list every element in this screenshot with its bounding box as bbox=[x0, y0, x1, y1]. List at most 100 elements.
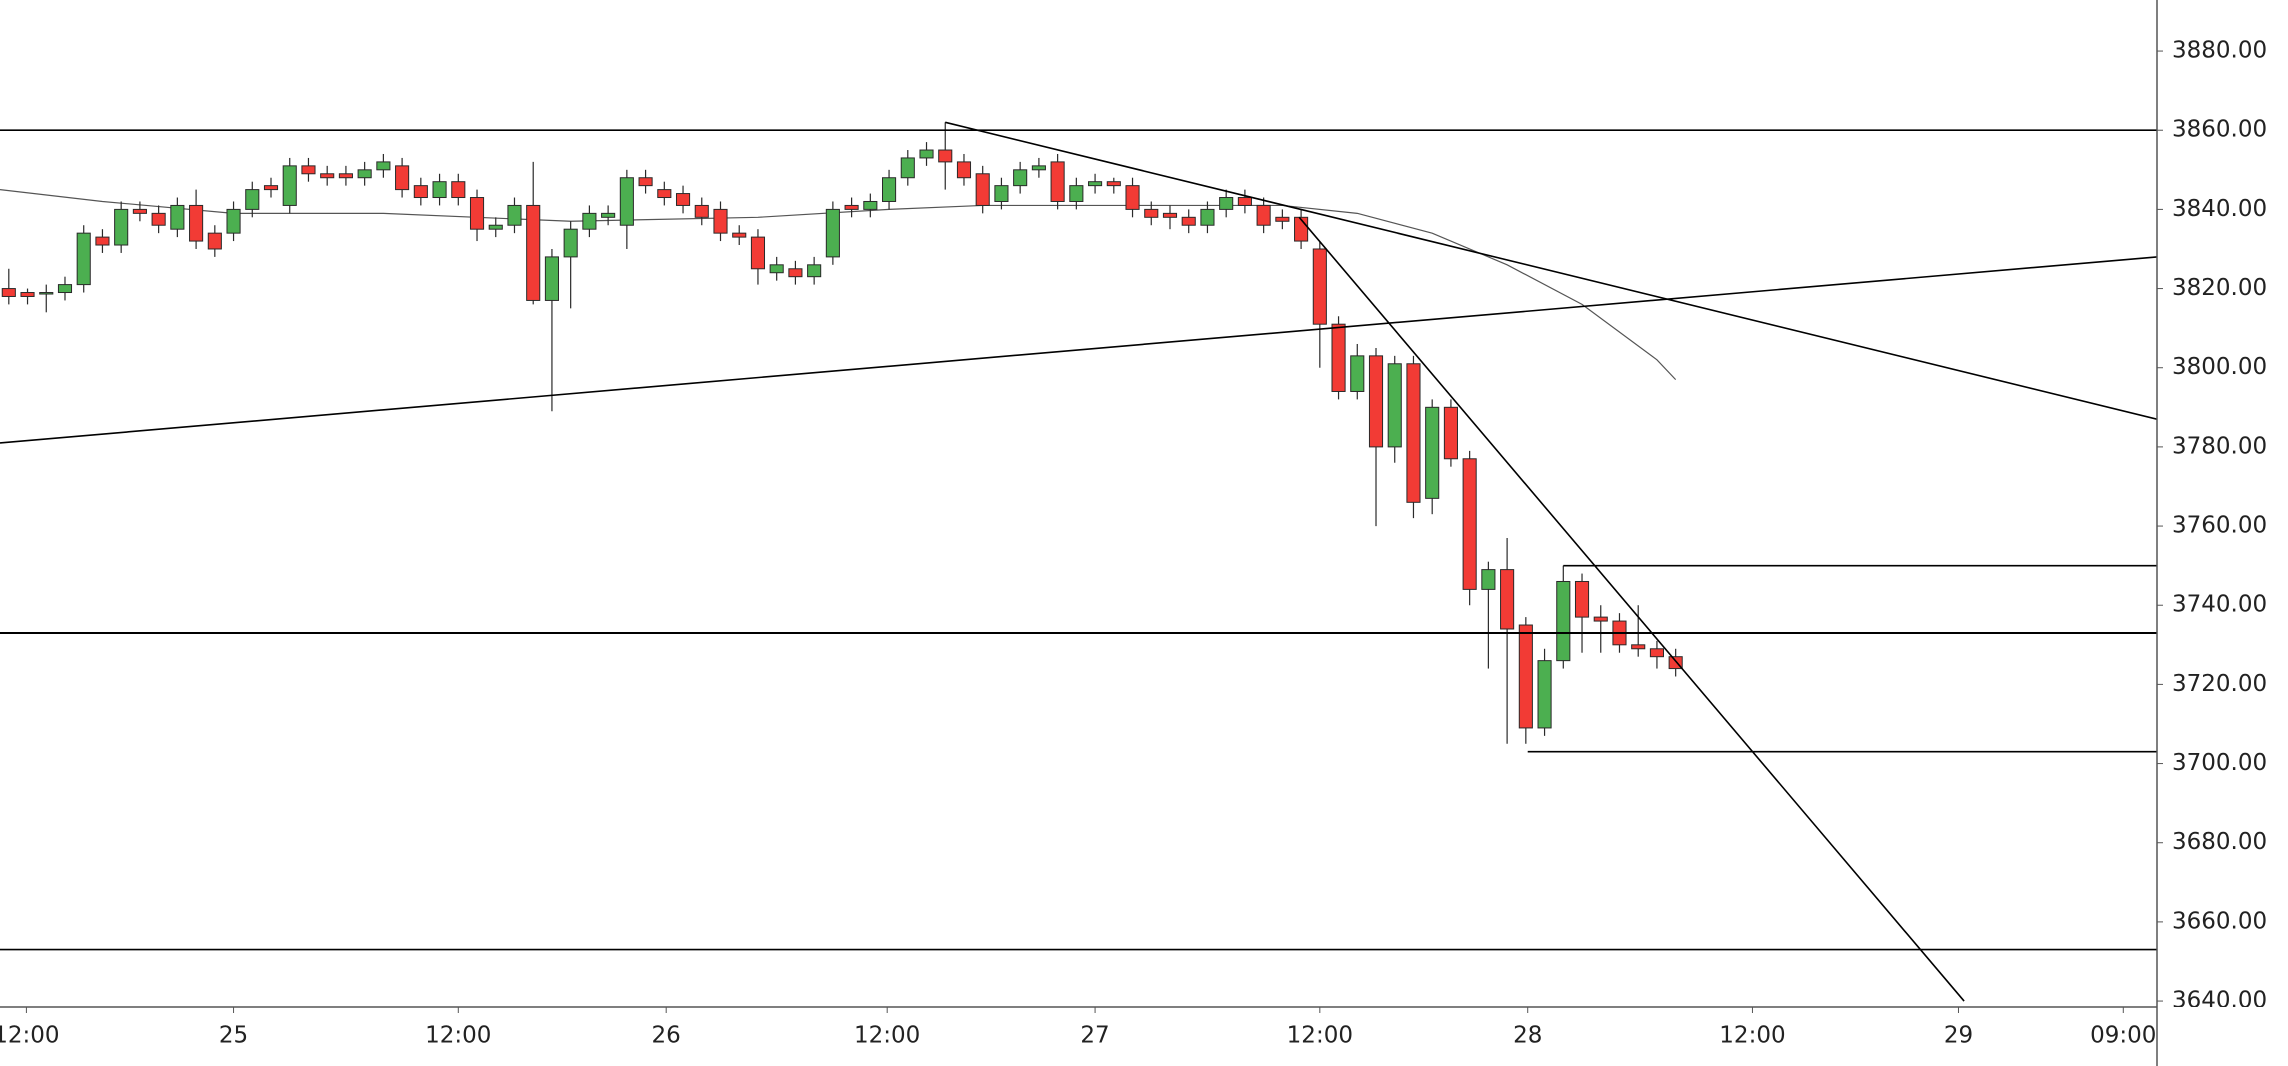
candle-body bbox=[750, 236, 766, 270]
candle-body bbox=[1237, 197, 1252, 206]
candle-body bbox=[432, 181, 447, 199]
candle-body bbox=[694, 204, 709, 218]
candle-body bbox=[1200, 208, 1215, 226]
candle-body bbox=[1368, 355, 1384, 448]
candle-body bbox=[732, 232, 747, 238]
candle-body bbox=[20, 292, 35, 297]
candle-body bbox=[1462, 458, 1477, 590]
candle-body bbox=[1162, 212, 1178, 218]
candle-body bbox=[1406, 363, 1421, 503]
candle-body bbox=[1631, 644, 1646, 650]
candle-body bbox=[132, 208, 147, 214]
x-tick-label: 26 bbox=[652, 1023, 681, 1049]
candle-body bbox=[301, 165, 316, 175]
candle-body bbox=[526, 204, 541, 301]
candle-body bbox=[207, 232, 222, 250]
candle-body bbox=[245, 189, 260, 210]
candle-body bbox=[882, 177, 897, 202]
candle-body bbox=[1649, 648, 1664, 658]
y-tick-label: 3860.00 bbox=[2172, 117, 2267, 143]
candle-body bbox=[1518, 624, 1533, 729]
candle-body bbox=[1294, 216, 1309, 242]
candle-body bbox=[507, 204, 522, 226]
candle-body bbox=[320, 173, 335, 179]
x-tick-label: 12:00 bbox=[1719, 1023, 1785, 1049]
x-tick-label: 12:00 bbox=[0, 1023, 60, 1049]
trend-line bbox=[1298, 216, 1965, 1002]
candle-body bbox=[1312, 248, 1327, 325]
candle-body bbox=[994, 185, 1009, 202]
candle-body bbox=[488, 224, 503, 230]
candle-body bbox=[1387, 363, 1402, 448]
candle-body bbox=[956, 161, 972, 179]
candle-body bbox=[1331, 323, 1346, 392]
candle-body bbox=[675, 193, 691, 206]
candle-body bbox=[563, 228, 578, 258]
y-tick-label: 3880.00 bbox=[2172, 38, 2267, 64]
candle-body bbox=[769, 264, 784, 274]
x-tick-label: 29 bbox=[1944, 1023, 1973, 1049]
candle-body bbox=[1668, 656, 1683, 670]
candle-body bbox=[376, 161, 391, 171]
y-tick-label: 3760.00 bbox=[2172, 513, 2267, 539]
candle-body bbox=[57, 284, 73, 294]
y-tick-label: 3660.00 bbox=[2172, 908, 2267, 934]
candle-body bbox=[1219, 197, 1234, 210]
candle-body bbox=[788, 268, 803, 278]
candle-body bbox=[76, 232, 91, 286]
candle-body bbox=[638, 177, 653, 187]
candle-body bbox=[657, 189, 672, 199]
candle-body bbox=[619, 177, 634, 226]
x-tick-label: 12:00 bbox=[854, 1023, 920, 1049]
candle-body bbox=[1537, 660, 1552, 729]
x-tick-label: 12:00 bbox=[1287, 1023, 1353, 1049]
candle-body bbox=[1425, 406, 1440, 499]
candle-body bbox=[1106, 181, 1121, 187]
candle-body bbox=[938, 149, 953, 163]
y-axis: 3640.00 3660.00 3680.00 3700.00 3720.00 3740.… bbox=[2157, 38, 2267, 1007]
candle-body bbox=[1256, 204, 1271, 226]
candle-body bbox=[1481, 569, 1496, 590]
candle-body bbox=[825, 208, 840, 258]
candle-body bbox=[975, 173, 990, 206]
candle-body bbox=[395, 165, 410, 191]
candle-body bbox=[844, 204, 859, 210]
candle-body bbox=[226, 208, 241, 234]
candle-body bbox=[469, 197, 485, 230]
candle-body bbox=[451, 181, 466, 199]
x-tick-label: 12:00 bbox=[425, 1023, 491, 1049]
candle-body bbox=[338, 173, 353, 179]
y-tick-label: 3840.00 bbox=[2172, 196, 2267, 222]
y-tick-label: 3740.00 bbox=[2172, 592, 2267, 618]
candle-body bbox=[151, 212, 166, 226]
y-tick-label: 3820.00 bbox=[2172, 275, 2267, 301]
y-tick-label: 3700.00 bbox=[2172, 750, 2267, 776]
candle-body bbox=[1144, 208, 1159, 218]
candle-body bbox=[1069, 185, 1084, 202]
candle-body bbox=[1500, 569, 1515, 630]
candle-body bbox=[1593, 616, 1608, 622]
trend-line bbox=[0, 256, 2157, 444]
candle-body bbox=[582, 212, 597, 230]
candle-body bbox=[1443, 406, 1458, 460]
y-tick-label: 3800.00 bbox=[2172, 354, 2267, 380]
candle-body bbox=[1031, 165, 1046, 171]
candle-body bbox=[1574, 580, 1590, 618]
x-tick-label: 27 bbox=[1080, 1023, 1109, 1049]
candle-body bbox=[544, 256, 559, 301]
candle-body bbox=[807, 264, 822, 278]
candle-body bbox=[413, 185, 428, 199]
x-axis: 12:00 25 12:00 26 12:00 27 12:00 28 12:00 29 09:00 bbox=[0, 1007, 2156, 1049]
candle-body bbox=[114, 208, 129, 246]
candle-body bbox=[900, 157, 915, 179]
candle-body bbox=[863, 200, 878, 210]
candle-body bbox=[1125, 185, 1140, 210]
y-tick-label: 3720.00 bbox=[2172, 671, 2267, 697]
x-tick-label: 25 bbox=[219, 1023, 248, 1049]
candle-body bbox=[1350, 355, 1365, 392]
candle-body bbox=[601, 212, 616, 218]
trend-line bbox=[945, 121, 2157, 420]
candle-body bbox=[1181, 216, 1196, 226]
candle-body bbox=[95, 236, 110, 246]
